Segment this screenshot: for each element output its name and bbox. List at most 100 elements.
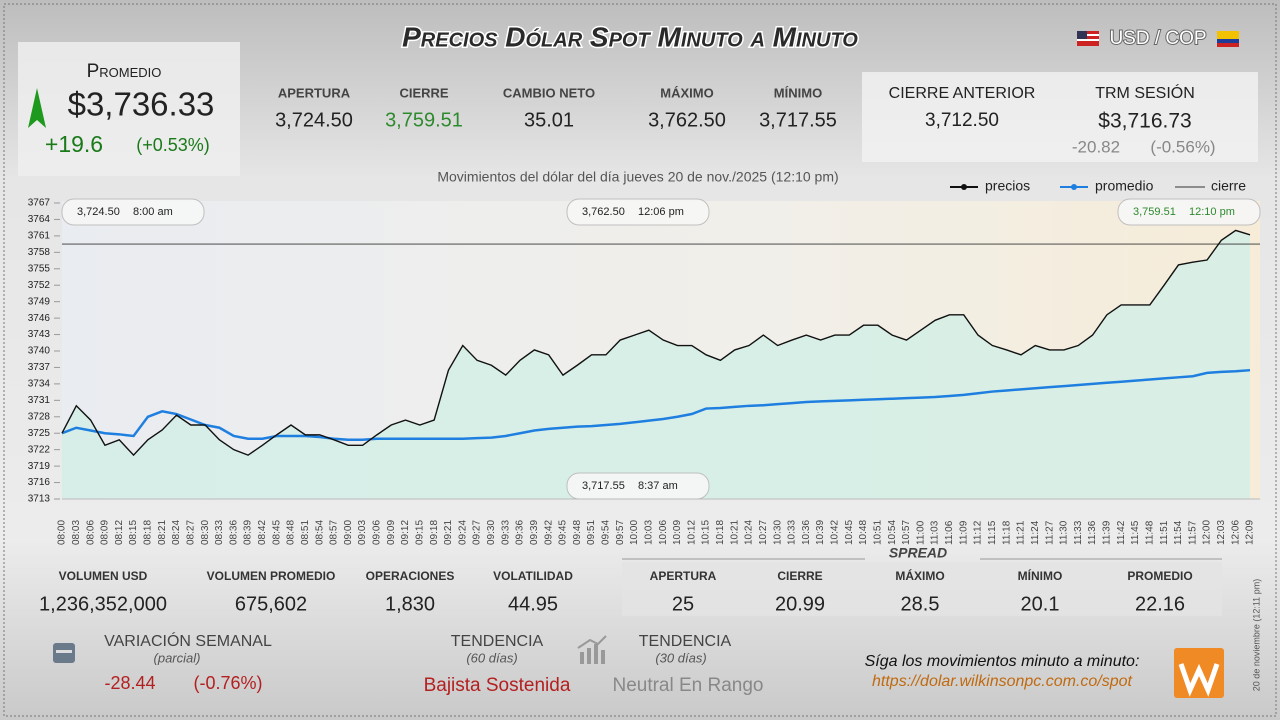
- x-tick-label: 08:21: [157, 520, 168, 545]
- x-tick-label: 08:57: [329, 520, 340, 545]
- trm-value: $3,716.73: [1098, 110, 1191, 133]
- x-tick-label: 10:15: [701, 520, 712, 545]
- y-tick-label: 3758: [28, 247, 51, 258]
- x-tick-label: 08:06: [85, 520, 96, 545]
- x-tick-label: 10:39: [815, 520, 826, 545]
- timestamp: 20 de noviembre (12:11 pm): [1251, 579, 1261, 691]
- weekly-change: -28.44: [104, 673, 155, 693]
- volume-label: VOLATILIDAD: [493, 569, 573, 583]
- stat-value: 35.01: [524, 109, 574, 131]
- x-tick-label: 10:57: [901, 520, 912, 545]
- x-tick-label: 11:30: [1059, 520, 1070, 545]
- pair: USD / COP: [1109, 28, 1206, 49]
- previous-value: 3,712.50: [925, 110, 999, 131]
- y-tick-label: 3746: [28, 313, 51, 324]
- spread-label: APERTURA: [650, 569, 717, 583]
- x-tick-label: 12:09: [1245, 520, 1256, 545]
- x-tick-label: 09:06: [372, 520, 383, 545]
- x-tick-label: 08:09: [100, 520, 111, 545]
- logo: [1174, 648, 1224, 698]
- flag-us: [1077, 31, 1099, 46]
- annotation-bubble: [1117, 198, 1261, 226]
- x-tick-label: 11:54: [1173, 520, 1184, 545]
- x-tick-label: 08:51: [300, 520, 311, 545]
- annotation-value: 3,717.55: [582, 480, 625, 492]
- x-tick-label: 08:48: [286, 520, 297, 545]
- x-tick-label: 11:12: [973, 520, 984, 545]
- trend-icon: [577, 635, 607, 664]
- x-tick-label: 09:24: [457, 520, 468, 545]
- y-tick-label: 3734: [28, 379, 51, 390]
- x-tick-label: 08:54: [314, 520, 325, 545]
- x-tick-label: 08:33: [214, 520, 225, 545]
- x-tick-label: 11:15: [987, 520, 998, 545]
- footer-cta: Síga los movimientos minuto a minuto:: [865, 653, 1140, 670]
- x-tick-label: 08:42: [257, 520, 268, 545]
- stat-value: 3,724.50: [275, 109, 353, 131]
- y-tick-label: 3713: [28, 494, 51, 505]
- x-tick-label: 10:06: [658, 520, 669, 545]
- previous-box: [862, 72, 1258, 162]
- x-tick-label: 12:00: [1202, 520, 1213, 545]
- weekly-label: VARIACIÓN SEMANAL: [104, 631, 272, 650]
- x-tick-label: 11:09: [958, 520, 969, 545]
- trm-change: -20.82: [1072, 137, 1120, 156]
- annotation-bubble: [61, 198, 205, 226]
- stat-label: CAMBIO NETO: [503, 85, 595, 100]
- x-tick-label: 09:51: [586, 520, 597, 545]
- x-tick-label: 10:45: [844, 520, 855, 545]
- trend-sublabel: (60 días): [466, 650, 517, 665]
- x-tick-label: 08:30: [200, 520, 211, 545]
- spread-value: 20.1: [1021, 593, 1060, 615]
- x-tick-label: 09:33: [500, 520, 511, 545]
- x-tick-label: 10:48: [858, 520, 869, 545]
- annotation-time: 8:00 am: [133, 206, 173, 218]
- x-tick-label: 08:36: [228, 520, 239, 545]
- promedio-value: $3,736.33: [68, 86, 215, 123]
- x-tick-label: 09:36: [515, 520, 526, 545]
- y-tick-label: 3740: [28, 346, 51, 357]
- x-tick-label: 09:09: [386, 520, 397, 545]
- stat-label: CIERRE: [399, 85, 448, 100]
- x-tick-label: 09:15: [414, 520, 425, 545]
- y-tick-label: 3719: [28, 461, 51, 472]
- x-tick-label: 09:30: [486, 520, 497, 545]
- x-tick-label: 10:12: [686, 520, 697, 545]
- x-tick-label: 10:18: [715, 520, 726, 545]
- previous-label: CIERRE ANTERIOR: [889, 85, 1036, 102]
- spread-value: 28.5: [901, 593, 940, 615]
- x-tick-label: 09:45: [558, 520, 569, 545]
- spread-label: CIERRE: [777, 569, 822, 583]
- promedio-label: Promedio: [87, 61, 162, 82]
- x-tick-label: 11:27: [1044, 520, 1055, 545]
- spread-value: 25: [672, 593, 694, 615]
- legend-dot: [961, 184, 967, 190]
- x-tick-label: 10:21: [729, 520, 740, 545]
- x-tick-label: 10:54: [887, 520, 898, 545]
- promedio-change: +19.6: [45, 131, 103, 157]
- annotation-time: 12:10 pm: [1189, 206, 1235, 218]
- y-tick-label: 3743: [28, 329, 51, 340]
- volume-value: 1,830: [385, 593, 435, 615]
- annotation-bubble: [566, 198, 710, 226]
- stat-label: MÁXIMO: [660, 85, 713, 100]
- x-tick-label: 10:00: [629, 520, 640, 545]
- annotation-time: 12:06 pm: [638, 206, 684, 218]
- series-line: [61, 229, 1251, 457]
- y-tick-label: 3767: [28, 198, 51, 209]
- x-tick-label: 09:00: [343, 520, 354, 545]
- legend-label: precios: [985, 178, 1030, 194]
- subtitle: Movimientos del dólar del día jueves 20 …: [437, 169, 838, 185]
- y-tick-label: 3752: [28, 280, 51, 291]
- x-tick-label: 09:54: [601, 520, 612, 545]
- y-tick-label: 3716: [28, 477, 51, 488]
- stat-label: MÍNIMO: [774, 85, 822, 100]
- x-tick-label: 09:27: [472, 520, 483, 545]
- annotation-value: 3,762.50: [582, 206, 625, 218]
- up-arrow: [28, 88, 46, 128]
- spread-label: MÁXIMO: [895, 568, 944, 583]
- stat-label: APERTURA: [278, 85, 351, 100]
- x-tick-label: 08:24: [171, 520, 182, 545]
- volume-value: 675,602: [235, 593, 307, 615]
